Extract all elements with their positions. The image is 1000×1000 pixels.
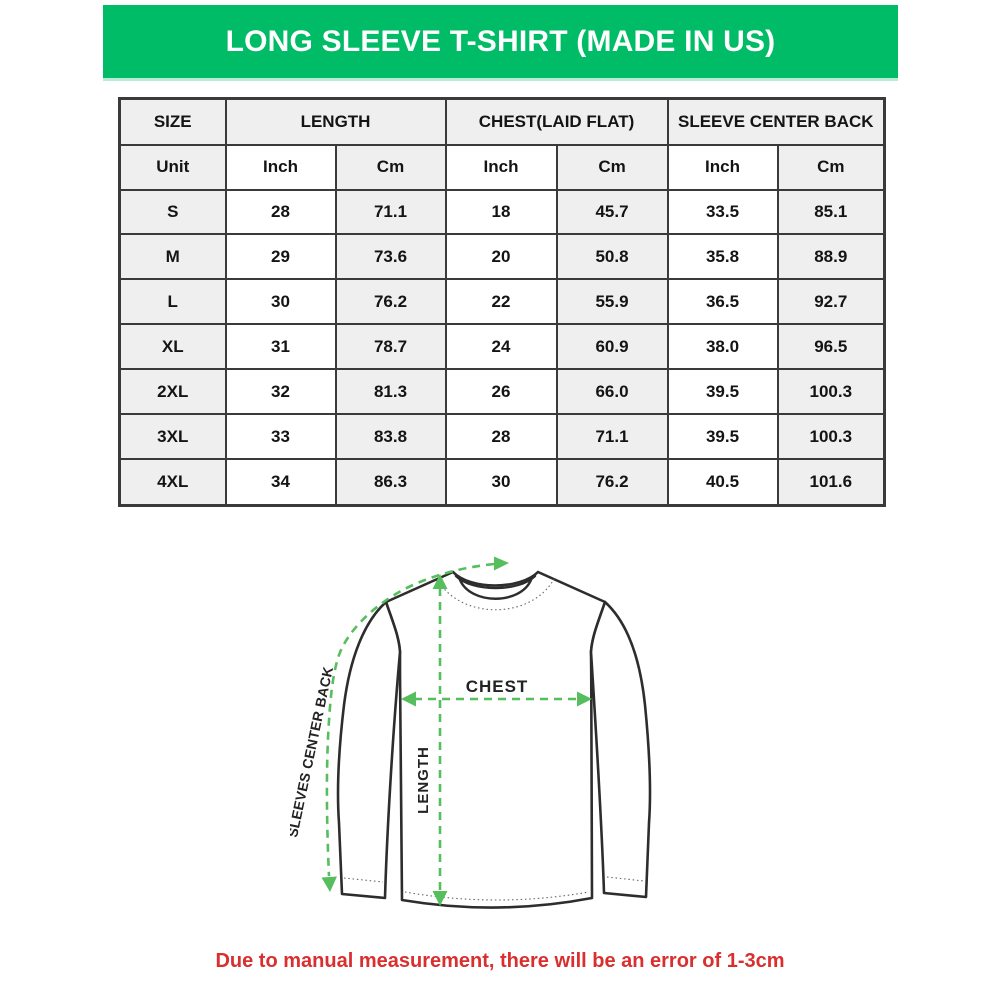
header-size: SIZE [118,97,227,146]
table-cell: 29 [224,233,337,281]
table-row: M 29 73.6 20 50.8 35.8 88.9 [118,233,886,281]
table-cell: 86.3 [334,458,447,507]
sleeve-center-back-label: SLEEVES CENTER BACK [290,665,336,839]
table-cell: 24 [444,323,558,371]
table-cell: 39.5 [666,368,779,416]
size-cell: L [118,278,227,326]
table-cell: 32 [224,368,337,416]
table-cell: 45.7 [555,188,669,236]
table-cell: 31 [224,323,337,371]
unit-cell: Inch [666,143,779,191]
size-cell: M [118,233,227,281]
table-cell: 83.8 [334,413,447,461]
table-row: XL 31 78.7 24 60.9 38.0 96.5 [118,323,886,371]
header-chest: CHEST(LAID FLAT) [444,97,669,146]
size-cell: S [118,188,227,236]
table-cell: 73.6 [334,233,447,281]
table-row: 3XL 33 83.8 28 71.1 39.5 100.3 [118,413,886,461]
table-cell: 22 [444,278,558,326]
table-cell: 96.5 [776,323,886,371]
table-cell: 40.5 [666,458,779,507]
size-chart-table: SIZE LENGTH CHEST(LAID FLAT) SLEEVE CENT… [118,97,887,507]
table-header-row: SIZE LENGTH CHEST(LAID FLAT) SLEEVE CENT… [118,97,886,146]
right-cuff-stitch-line [606,876,645,882]
length-measure-arrow: LENGTH [415,574,448,906]
table-cell: 71.1 [555,413,669,461]
size-cell: 2XL [118,368,227,416]
unit-label: Unit [118,143,227,191]
table-cell: 33 [224,413,337,461]
table-cell: 36.5 [666,278,779,326]
table-cell: 30 [224,278,337,326]
table-cell: 33.5 [666,188,779,236]
unit-cell: Cm [555,143,669,191]
collar-neckline [458,578,533,600]
table-cell: 101.6 [776,458,886,507]
table-cell: 85.1 [776,188,886,236]
hem-stitch-line [404,891,590,901]
table-cell: 60.9 [555,323,669,371]
table-cell: 55.9 [555,278,669,326]
table-cell: 76.2 [334,278,447,326]
unit-cell: Inch [224,143,337,191]
table-cell: 20 [444,233,558,281]
shirt-outline-drawing [336,570,652,909]
table-cell: 50.8 [555,233,669,281]
table-cell: 26 [444,368,558,416]
table-cell: 100.3 [776,413,886,461]
collar-band-line [454,574,537,590]
table-cell: 34 [224,458,337,507]
table-cell: 35.8 [666,233,779,281]
table-cell: 28 [224,188,337,236]
measurement-error-note: Due to manual measurement, there will be… [215,950,785,972]
table-cell: 28 [444,413,558,461]
table-cell: 100.3 [776,368,886,416]
size-cell: 3XL [118,413,227,461]
length-label: LENGTH [415,746,432,814]
table-row: S 28 71.1 18 45.7 33.5 85.1 [118,188,886,236]
unit-row: Unit Inch Cm Inch Cm Inch Cm [118,143,886,191]
table-row: L 30 76.2 22 55.9 36.5 92.7 [118,278,886,326]
table-cell: 39.5 [666,413,779,461]
chest-label: CHEST [466,677,529,696]
table-row: 2XL 32 81.3 26 66.0 39.5 100.3 [118,368,886,416]
collar-stitch-line [436,578,555,611]
table-cell: 88.9 [776,233,886,281]
table-cell: 30 [444,458,558,507]
header-sleeve: SLEEVE CENTER BACK [666,97,886,146]
shirt-measurement-diagram: CHEST LENGTH SLEEVES CENTER BACK [290,556,652,909]
table-row: 4XL 34 86.3 30 76.2 40.5 101.6 [118,458,886,507]
table-cell: 76.2 [555,458,669,507]
table-cell: 71.1 [334,188,447,236]
page-title: LONG SLEEVE T-SHIRT (MADE IN US) [225,24,776,58]
unit-cell: Cm [776,143,886,191]
table-cell: 18 [444,188,558,236]
unit-cell: Cm [334,143,447,191]
unit-cell: Inch [444,143,558,191]
title-banner: LONG SLEEVE T-SHIRT (MADE IN US) [103,5,898,78]
table-cell: 92.7 [776,278,886,326]
chest-measure-arrow: CHEST [401,677,592,707]
header-length: LENGTH [224,97,447,146]
size-cell: XL [118,323,227,371]
table-cell: 66.0 [555,368,669,416]
size-cell: 4XL [118,458,227,507]
table-cell: 38.0 [666,323,779,371]
table-cell: 78.7 [334,323,447,371]
table-cell: 81.3 [334,368,447,416]
